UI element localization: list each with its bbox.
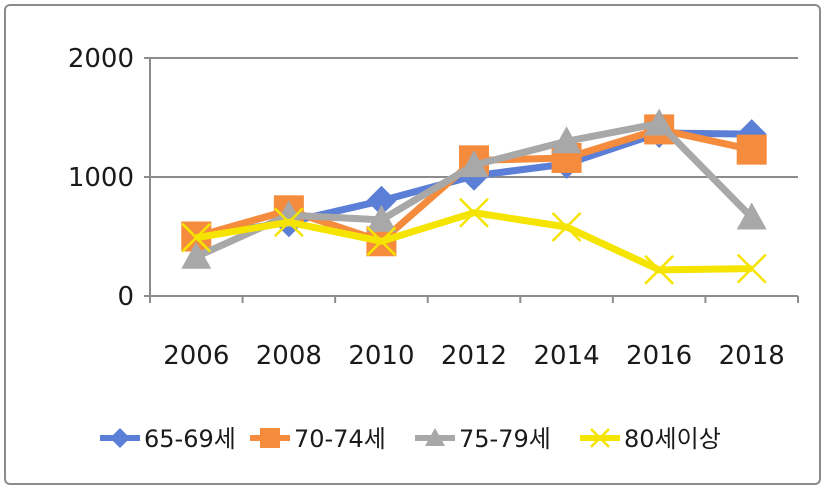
legend-label: 70-74세 [294,425,386,453]
x-tick-label: 2018 [719,341,785,371]
series-1 [181,117,767,252]
legend-item: 80세이상 [580,425,721,453]
x-tick-label: 2012 [441,341,507,371]
x-tick-labels: 2006 2008 2010 2012 2014 2016 2018 [149,296,799,371]
series-lines [181,108,767,285]
data-point [551,126,582,154]
series-3 [181,108,767,269]
series-4 [181,197,767,285]
data-point [644,254,675,285]
legend-marker [260,428,280,448]
legend-marker [590,428,610,448]
data-point [366,226,397,257]
y-tick-label: 2000 [68,44,134,74]
data-point [181,241,212,269]
y-tick-labels: 0 1000 2000 [68,44,150,312]
y-tick-label: 1000 [68,163,134,193]
data-point [736,202,767,230]
data-point [273,207,304,238]
legend-marker [425,428,445,446]
data-point [181,222,212,253]
data-point [736,134,767,165]
legend-label: 80세이상 [624,425,721,453]
data-point [366,204,397,232]
legend-item: 70-74세 [250,425,386,453]
data-point [366,185,397,216]
data-point [644,108,675,136]
x-tick-label: 2006 [163,341,229,371]
data-point [459,150,489,178]
legend-label: 75-79세 [459,425,551,453]
x-tick-label: 2014 [533,341,599,371]
legend-label: 65-69세 [144,425,236,453]
x-tick-label: 2008 [256,341,322,371]
legend-item: 65-69세 [100,425,236,453]
data-point [551,212,582,242]
data-point [736,253,767,284]
legend-item: 75-79세 [415,425,551,453]
x-tick-label: 2016 [626,341,692,371]
x-tick-label: 2010 [348,341,414,371]
data-point [459,197,489,228]
legend-marker [110,428,130,448]
y-tick-label: 0 [117,282,134,312]
legend: 65-69세 70-74세 75-79세 80세이상 [100,425,721,453]
chart-frame [4,4,821,485]
